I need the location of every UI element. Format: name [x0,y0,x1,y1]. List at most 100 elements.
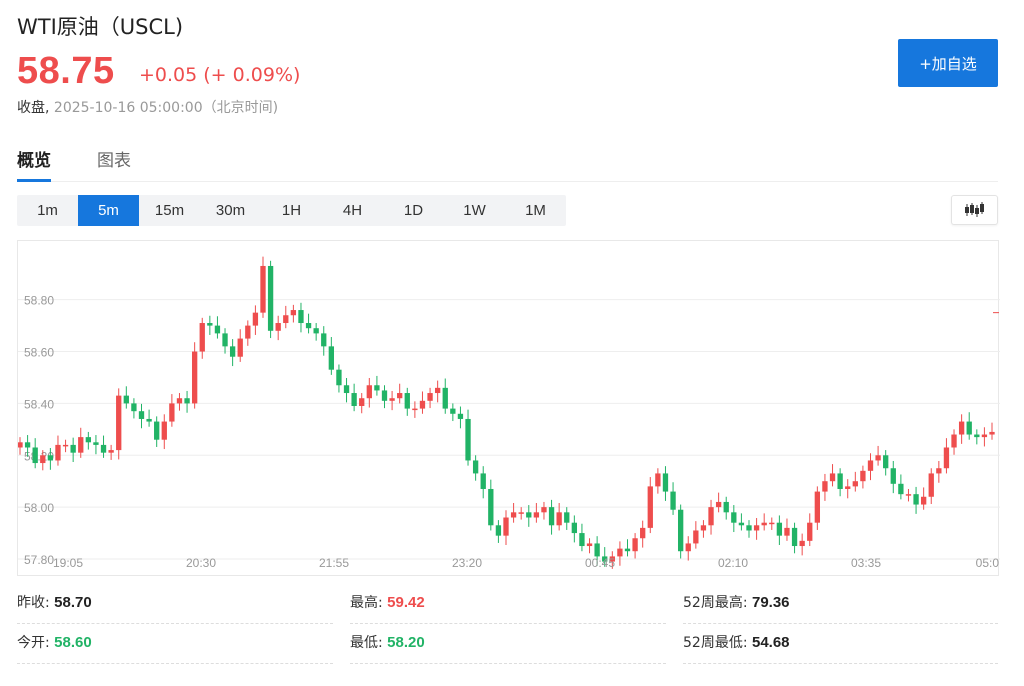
x-tick-label: 05:0 [976,556,1000,570]
candle-body [351,393,357,406]
candle-body [397,393,403,399]
candle-body [321,333,327,347]
candle-body [389,398,395,401]
stat-value: 58.20 [387,634,425,651]
candle-body [267,265,274,331]
candle-body [359,398,365,406]
candle-body [184,398,190,404]
candle-body [890,468,896,484]
candle-body [85,437,92,443]
candle-body [131,403,137,412]
candle-body [822,481,828,492]
candle-body [966,421,972,435]
candle-body [670,491,676,510]
candle-body [723,501,729,513]
candle-body [214,325,221,334]
period-4h[interactable]: 4H [342,202,363,219]
period-1d[interactable]: 1D [403,202,424,219]
candle-body [488,488,494,526]
candle-body [526,512,532,518]
period-1mo[interactable]: 1M [525,202,546,219]
candle-body [943,447,950,469]
candle-body [252,312,259,326]
candle-body [867,460,874,471]
candle-body [442,387,448,409]
stat-label: 今开: [17,635,50,651]
candle-body [40,455,46,464]
chart-type-button[interactable] [951,195,998,225]
period-1m[interactable]: 1m [37,202,58,219]
candle-body [624,548,631,552]
tab-chart[interactable]: 图表 [97,151,131,171]
candle-body [708,507,714,526]
candle-body [298,310,304,324]
candle-body [313,328,319,334]
add-to-watchlist-button[interactable]: +加自选 [898,39,998,87]
candle-body [905,494,912,496]
candlestick-icon [965,202,984,217]
close-status: 收盘, 2025-10-16 05:00:00（北京时间) [17,97,278,117]
candle-body [936,468,942,474]
candle-body [434,387,441,394]
candle-body [18,442,23,448]
candle-body [579,533,585,547]
candle-body [602,556,608,562]
candle-body [685,543,691,552]
candle-body [154,421,160,440]
candle-body [571,522,578,534]
candle-body [784,527,790,536]
candle-body [920,496,927,505]
candle-body [55,444,61,461]
candle-body [807,522,813,541]
candle-body [845,486,851,489]
candle-body [632,538,638,552]
candle-body [677,509,684,552]
candle-body [24,442,31,448]
candle-body [791,527,798,547]
period-1w[interactable]: 1W [463,202,486,219]
candle-body [260,265,266,313]
candle-body [875,455,881,461]
period-30m[interactable]: 30m [215,202,246,219]
candle-body [138,411,145,419]
candle-body [78,437,84,453]
y-tick-label: 58.80 [24,294,54,308]
candle-body [404,393,410,409]
candle-body [989,431,995,435]
candle-body [222,333,228,347]
candle-body [518,512,524,514]
candle-body [852,481,858,487]
candle-body [275,323,281,331]
candle-body [450,408,456,414]
stat-52w-high: 52周最高: 79.36 [683,586,998,624]
tab-overview[interactable]: 概览 [17,146,51,182]
candle-body [100,444,107,453]
stat-label: 最低: [350,635,383,651]
period-1h[interactable]: 1H [281,202,302,219]
candle-body [761,522,767,526]
candle-body [169,403,175,422]
stat-52w-low: 52周最低: 54.68 [683,626,998,664]
candle-body [47,455,54,461]
candle-body [229,346,236,357]
x-tick-label: 20:30 [186,556,216,570]
candle-body [548,507,555,526]
candle-body [290,310,297,316]
candle-body [898,483,904,495]
price-chart[interactable]: 58.80 58.60 58.40 58.20 58.00 57.80 19:05 20:30… [17,240,1000,577]
y-tick-label: 57.80 [24,553,54,567]
candle-body [746,525,752,531]
price-change: +0.05 (+ 0.09%) [139,64,301,86]
current-price: 58.75 [17,50,115,92]
period-5m[interactable]: 5m [78,195,139,226]
candle-body [199,323,205,352]
candle-body [556,512,562,526]
stat-prev-close: 昨收: 58.70 [17,586,333,624]
period-15m[interactable]: 15m [154,202,185,219]
y-tick-label: 58.20 [24,449,54,463]
candle-body [769,522,775,525]
candle-body [510,512,517,518]
stat-label: 52周最高: [683,595,748,611]
candle-body [655,473,661,487]
